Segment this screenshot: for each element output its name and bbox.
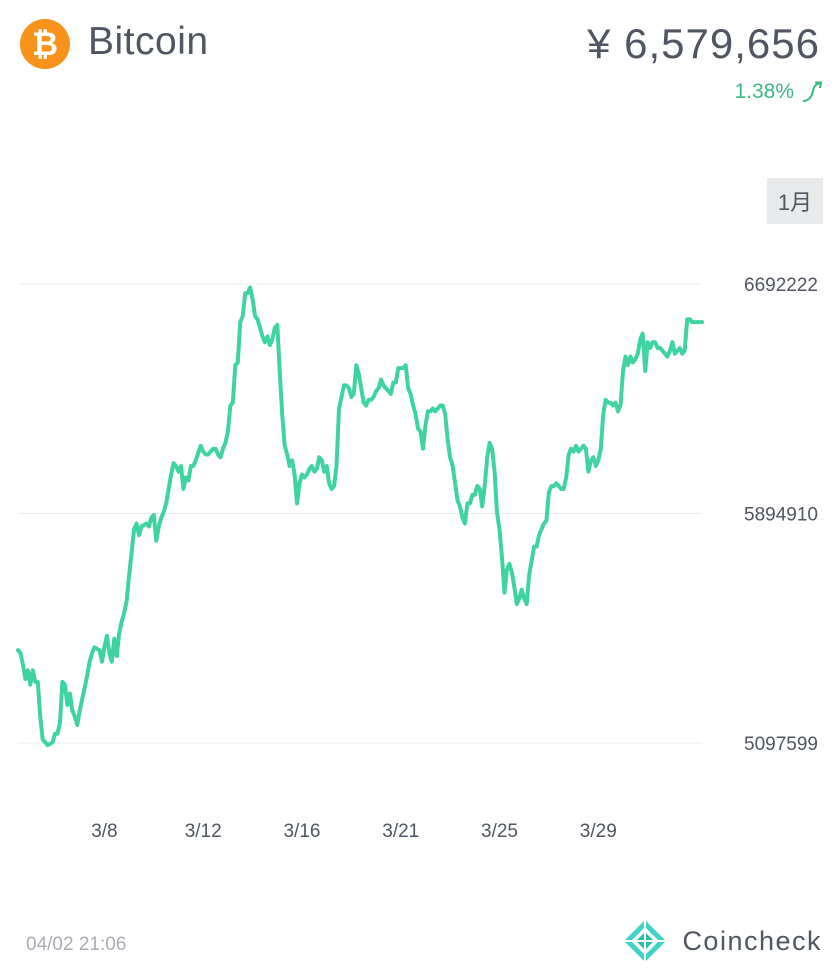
chart-grid [18,283,702,744]
y-tick-label: 5894910 [744,505,818,526]
coincheck-brand: Coincheck [622,918,822,964]
x-tick-label: 3/16 [283,821,320,842]
brand-name: Coincheck [682,925,822,956]
coincheck-logo-icon [624,920,667,962]
bitcoin-icon: ₿ [20,19,70,69]
coin-name: Bitcoin [88,20,209,63]
timestamp: 04/02 21:06 [26,934,127,955]
price-chart: 5097599 5894910 6692222 3/8 3/12 3/16 3/21 3/2… [16,275,818,842]
trend-up-icon [802,81,823,102]
y-axis-labels: 5097599 5894910 6692222 [744,275,818,755]
y-tick-label: 6692222 [744,275,818,296]
x-tick-label: 3/12 [185,821,222,842]
price-change-value: 1.38% [734,80,794,103]
current-price: ¥ 6,579,656 [587,20,820,67]
price-change: 1.38% [734,80,824,104]
range-1month-button[interactable]: 1月 [767,178,823,224]
x-tick-label: 3/21 [382,821,419,842]
y-tick-label: 5097599 [744,734,818,755]
x-tick-label: 3/29 [580,821,617,842]
coin-header: ₿ Bitcoin ¥ 6,579,656 1.38% [0,0,840,120]
x-tick-label: 3/8 [91,821,117,842]
x-tick-label: 3/25 [481,821,518,842]
x-axis-labels: 3/8 3/12 3/16 3/21 3/25 3/29 [91,821,617,842]
price-line [16,285,704,748]
